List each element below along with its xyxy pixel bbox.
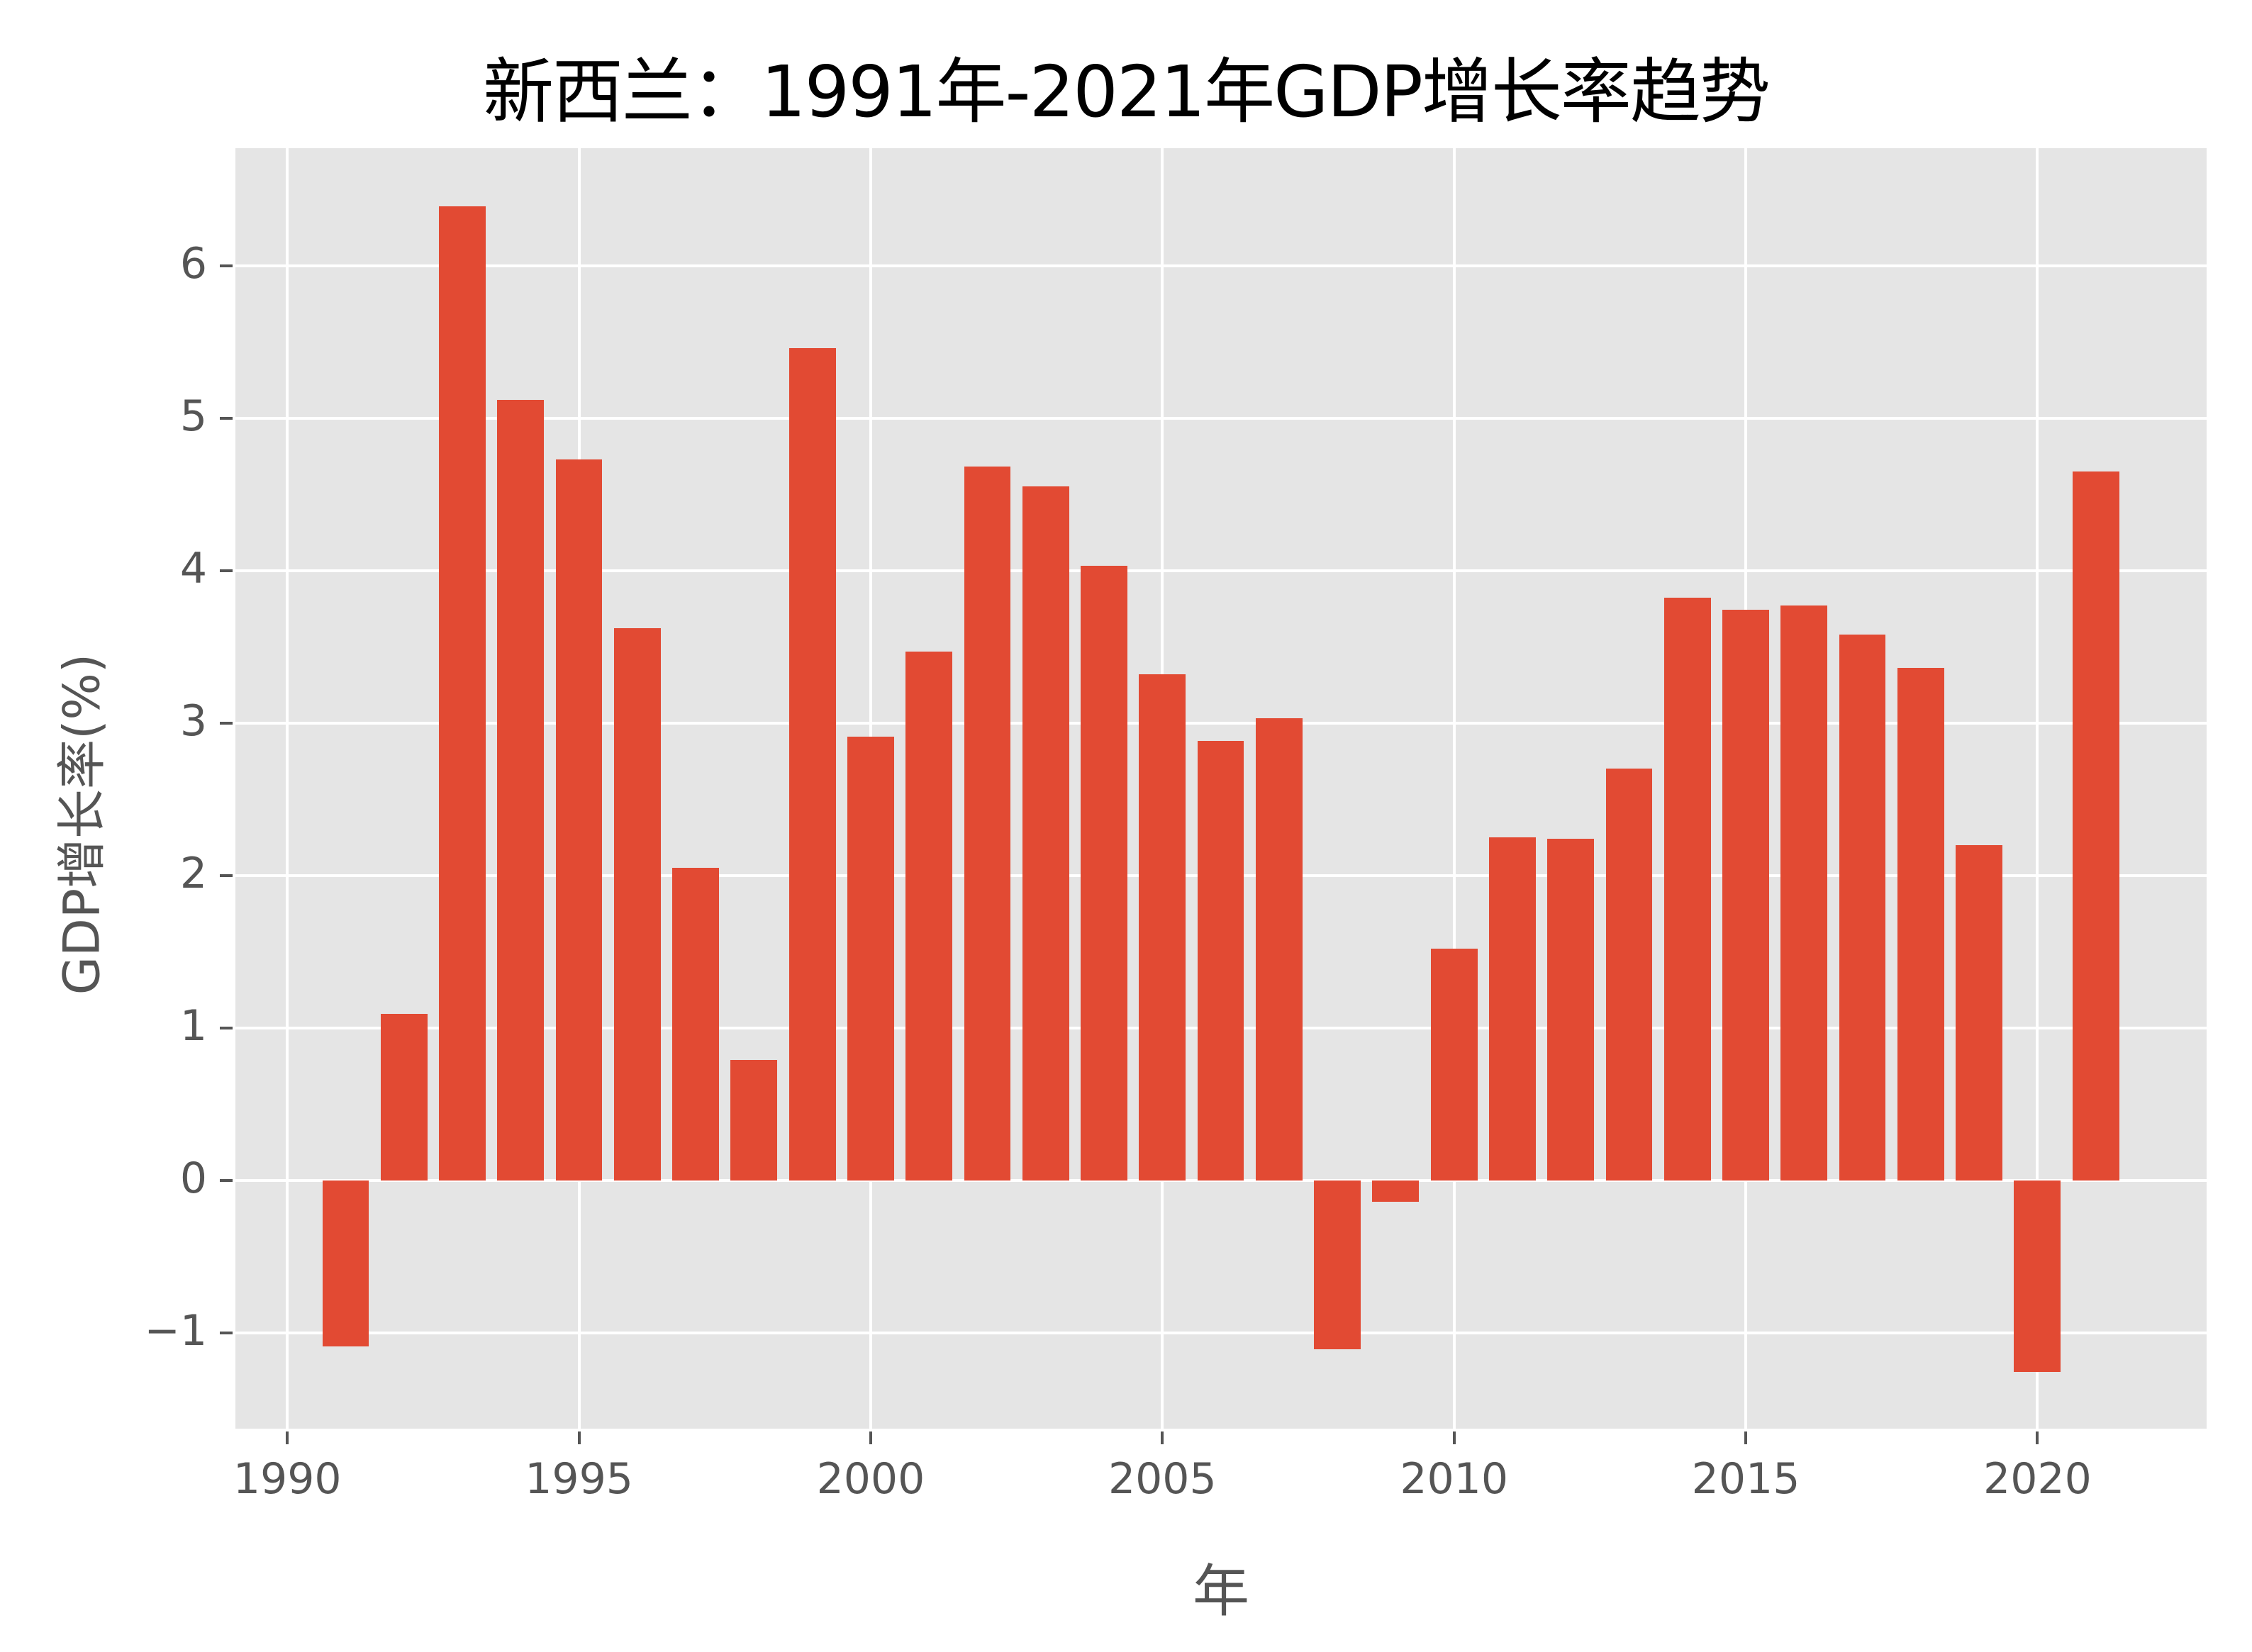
bar-1997 [672,867,720,1181]
bar-1992 [380,1014,428,1181]
bar-2000 [847,736,894,1181]
bar-2006 [1197,741,1244,1181]
y-tick-mark [220,1178,233,1182]
y-tick-mark [220,264,233,267]
bar-1995 [555,459,603,1181]
bar-1996 [613,628,661,1181]
y-tick-mark [220,874,233,877]
x-tick-label: 1990 [233,1454,342,1504]
gridline-vertical [286,148,289,1429]
plot-area [235,148,2207,1429]
bar-2007 [1255,718,1303,1181]
y-tick-mark [220,569,233,572]
bar-2012 [1547,838,1595,1181]
y-tick-mark [220,416,233,420]
x-tick-label: 2020 [1983,1454,2092,1504]
y-tick-mark [220,721,233,725]
bar-2009 [1372,1180,1420,1202]
y-tick-label: 6 [179,238,207,289]
bar-1999 [788,347,836,1181]
bar-1998 [730,1059,778,1181]
x-tick-mark [2036,1431,2039,1444]
bar-2017 [1839,634,1886,1181]
bar-2015 [1722,610,1769,1181]
bar-2018 [1897,668,1944,1181]
bar-2002 [964,467,1011,1181]
y-tick-label: 0 [179,1153,207,1203]
x-tick-mark [1452,1431,1456,1444]
bar-2004 [1081,566,1127,1181]
x-tick-mark [1744,1431,1748,1444]
gridline-horizontal [235,264,2207,267]
chart-title: 新西兰：1991年-2021年GDP增长率趋势 [483,50,1771,133]
bar-2008 [1314,1180,1361,1350]
y-tick-label: 3 [179,696,207,746]
bar-2001 [905,651,953,1181]
bar-2014 [1663,598,1711,1181]
gridline-vertical [1452,148,1456,1429]
gridline-horizontal [235,721,2207,725]
x-tick-mark [577,1431,581,1444]
x-tick-label: 1995 [525,1454,633,1504]
gridline-vertical [2036,148,2039,1429]
x-tick-label: 2000 [816,1454,925,1504]
x-tick-mark [869,1431,872,1444]
y-tick-label: −1 [144,1305,207,1356]
x-tick-mark [1161,1431,1164,1444]
gridline-horizontal [235,1178,2207,1182]
bar-2003 [1022,486,1069,1181]
x-axis-label: 年 [1193,1558,1249,1624]
y-tick-label: 1 [179,1000,207,1051]
bar-2005 [1139,674,1186,1181]
bar-2019 [1956,844,2003,1181]
y-tick-mark [220,1026,233,1029]
y-tick-label: 5 [179,391,207,441]
bar-1994 [497,399,545,1181]
bar-1991 [322,1180,369,1346]
x-tick-label: 2005 [1108,1454,1217,1504]
bar-2013 [1605,769,1653,1181]
y-tick-mark [220,1331,233,1334]
bar-2010 [1430,948,1478,1181]
x-tick-mark [286,1431,289,1444]
gridline-horizontal [235,569,2207,572]
x-tick-label: 2015 [1691,1454,1800,1504]
bar-2016 [1780,605,1828,1181]
bar-1993 [439,206,486,1181]
y-tick-label: 4 [179,543,207,593]
bar-2020 [2014,1180,2061,1373]
bar-2011 [1489,837,1536,1181]
y-tick-label: 2 [179,848,207,898]
gridline-horizontal [235,416,2207,420]
gridline-horizontal [235,1331,2207,1334]
bar-2021 [2072,471,2119,1181]
y-axis-label: GDP增长率(%) [52,653,111,995]
x-tick-label: 2010 [1400,1454,1509,1504]
